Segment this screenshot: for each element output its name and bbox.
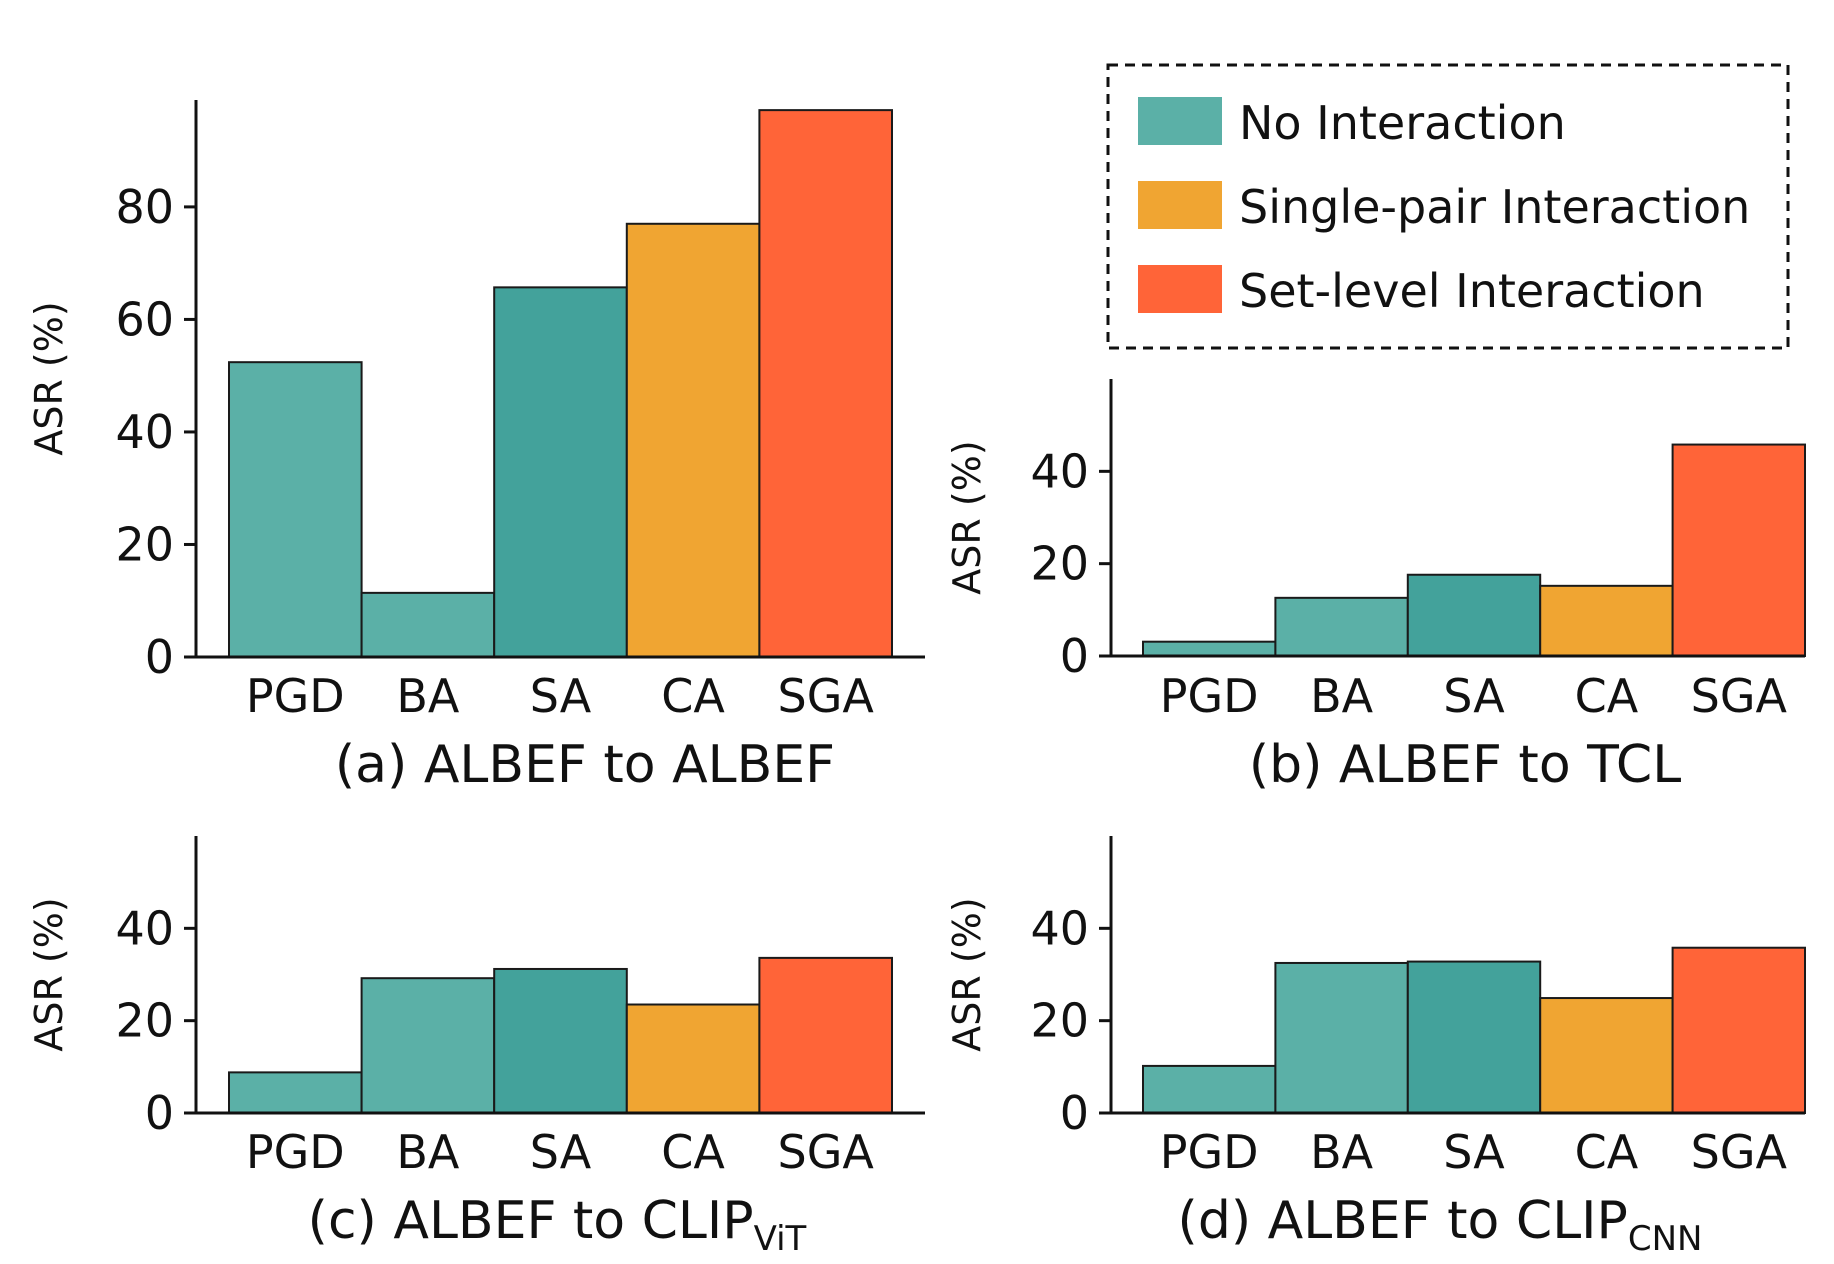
legend-frame <box>1106 63 1790 350</box>
bar-b-ca <box>1539 584 1674 657</box>
bar-a-pgd <box>228 361 363 658</box>
x-tick-label-a-ca: CA <box>661 669 725 723</box>
y-tick-label-c-20: 20 <box>115 994 174 1048</box>
bar-a-ca <box>625 222 761 658</box>
bar-c-ba <box>360 977 496 1115</box>
x-tick-label-c-pgd: PGD <box>246 1125 345 1179</box>
y-tick-label-b-20: 20 <box>1030 537 1089 591</box>
legend-swatch-no-interaction <box>1138 97 1222 145</box>
y-tick-label-a-0: 0 <box>145 630 174 684</box>
legend-label-no-interaction: No Interaction <box>1239 96 1566 150</box>
caption-b-main: (b) ALBEF to TCL <box>1249 735 1681 795</box>
x-tick-label-c-sga: SGA <box>778 1125 875 1179</box>
caption-d-main: (d) ALBEF to CLIP <box>1178 1191 1628 1251</box>
legend: No Interaction Single-pair Interaction S… <box>1106 63 1790 350</box>
bar-b-sa <box>1406 573 1542 657</box>
bars-b <box>1142 443 1806 658</box>
bars-c <box>228 956 894 1115</box>
bar-a-ba <box>360 591 496 658</box>
caption-c: (c) ALBEF to CLIPViT <box>308 1191 807 1259</box>
y-axis-label-b: ASR (%) <box>945 440 989 594</box>
bar-c-sa <box>493 967 628 1115</box>
x-tick-label-b-sga: SGA <box>1691 669 1788 723</box>
y-axis-label-c: ASR (%) <box>27 897 71 1051</box>
bar-d-sa <box>1406 960 1542 1114</box>
bars-d <box>1142 946 1806 1115</box>
bar-c-pgd <box>228 1071 363 1114</box>
bar-b-pgd <box>1142 640 1277 658</box>
y-tick-label-b-0: 0 <box>1060 629 1089 683</box>
x-tick-label-c-ba: BA <box>396 1125 460 1179</box>
bar-d-ca <box>1539 997 1674 1114</box>
bar-c-sga <box>758 956 894 1114</box>
caption-b: (b) ALBEF to TCL <box>1249 735 1681 795</box>
caption-a-main: (a) ALBEF to ALBEF <box>335 735 835 795</box>
legend-label-single-pair: Single-pair Interaction <box>1239 180 1750 234</box>
x-tick-label-b-ba: BA <box>1310 669 1374 723</box>
x-tick-label-b-pgd: PGD <box>1160 669 1259 723</box>
bar-b-sga <box>1671 443 1806 657</box>
y-axis-label-d: ASR (%) <box>945 897 989 1051</box>
bar-d-ba <box>1274 961 1409 1114</box>
x-tick-label-c-ca: CA <box>661 1125 725 1179</box>
y-tick-label-a-60: 60 <box>115 292 174 346</box>
axes-a: 0 20 40 60 80 PGD BA SA CA SGA <box>115 100 925 723</box>
legend-label-set-level: Set-level Interaction <box>1239 264 1705 318</box>
x-tick-label-d-ba: BA <box>1310 1125 1374 1179</box>
x-tick-label-a-pgd: PGD <box>246 669 345 723</box>
subplot-b: 0 20 40 PGD BA SA CA SGA ASR (%) (b) ALBEF to T… <box>945 379 1806 795</box>
caption-a: (a) ALBEF to ALBEF <box>335 735 835 795</box>
axes-c: 0 20 40 PGD BA SA CA SGA <box>115 836 925 1179</box>
subplot-a: 0 20 40 60 80 PGD BA SA CA SGA ASR (%) (a) ALBEF … <box>27 100 925 795</box>
y-tick-label-a-40: 40 <box>115 405 174 459</box>
y-tick-label-c-40: 40 <box>115 901 174 955</box>
caption-c-main: (c) ALBEF to CLIP <box>308 1191 754 1251</box>
x-tick-label-d-pgd: PGD <box>1160 1125 1259 1179</box>
subplot-c: 0 20 40 PGD BA SA CA SGA ASR (%) (c) ALBEF to C… <box>27 836 925 1259</box>
x-tick-label-b-sa: SA <box>1443 669 1505 723</box>
caption-d-subscript: CNN <box>1628 1219 1703 1259</box>
bar-c-ca <box>625 1003 761 1115</box>
caption-d: (d) ALBEF to CLIPCNN <box>1178 1191 1703 1259</box>
x-tick-label-d-sa: SA <box>1443 1125 1505 1179</box>
x-tick-label-d-sga: SGA <box>1691 1125 1788 1179</box>
y-tick-label-b-40: 40 <box>1030 444 1089 498</box>
x-tick-label-a-sga: SGA <box>778 669 875 723</box>
x-tick-label-d-ca: CA <box>1575 1125 1639 1179</box>
x-tick-label-a-sa: SA <box>530 669 592 723</box>
y-tick-label-a-20: 20 <box>115 517 174 571</box>
bars-a <box>228 109 894 659</box>
bar-b-ba <box>1274 596 1409 658</box>
y-tick-label-d-20: 20 <box>1030 994 1089 1048</box>
x-tick-label-c-sa: SA <box>530 1125 592 1179</box>
caption-c-subscript: ViT <box>754 1219 807 1259</box>
bar-a-sa <box>493 286 628 658</box>
legend-swatch-set-level <box>1138 265 1222 313</box>
x-tick-label-a-ba: BA <box>396 669 460 723</box>
y-tick-label-d-40: 40 <box>1030 901 1089 955</box>
x-tick-label-b-ca: CA <box>1575 669 1639 723</box>
subplot-d: 0 20 40 PGD BA SA CA SGA ASR (%) (d) ALBEF to C… <box>945 836 1806 1259</box>
axes-d: 0 20 40 PGD BA SA CA SGA <box>1030 836 1805 1179</box>
bar-a-sga <box>758 109 894 659</box>
bar-d-sga <box>1671 946 1806 1114</box>
y-axis-label-a: ASR (%) <box>27 301 71 455</box>
y-tick-label-d-0: 0 <box>1060 1086 1089 1140</box>
bar-d-pgd <box>1142 1064 1277 1115</box>
y-tick-label-a-80: 80 <box>115 180 174 234</box>
axes-b: 0 20 40 PGD BA SA CA SGA <box>1030 379 1805 723</box>
legend-swatch-single-pair <box>1138 181 1222 229</box>
y-tick-label-c-0: 0 <box>145 1086 174 1140</box>
